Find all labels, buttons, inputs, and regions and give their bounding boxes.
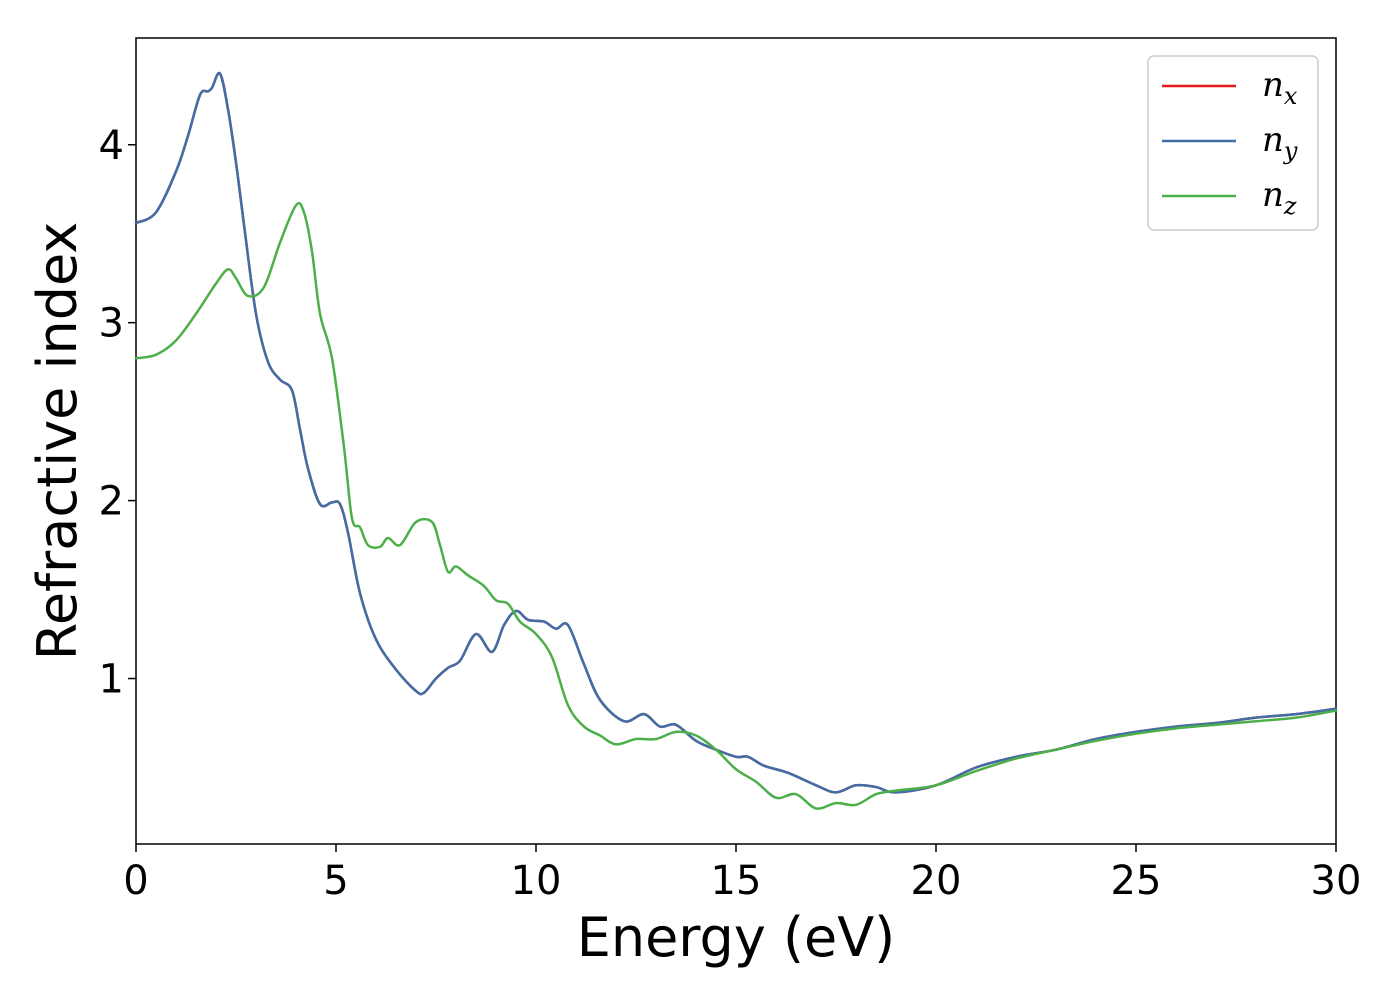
y-tick-label: 3 — [99, 301, 124, 347]
x-tick-label: 5 — [323, 858, 348, 904]
x-tick-label: 20 — [911, 858, 962, 904]
series-layer — [134, 71, 1338, 810]
y-tick-label: 1 — [99, 657, 124, 703]
series-line-nz — [134, 201, 1338, 810]
y-tick-label: 4 — [99, 123, 124, 169]
x-axis-label: Energy (eV) — [577, 906, 896, 969]
legend: nx ny nz — [1147, 55, 1319, 231]
legend-entry-ny: ny — [1262, 120, 1298, 165]
plot-frame — [135, 37, 1337, 845]
x-tick-label: 15 — [711, 858, 762, 904]
x-tick-label: 25 — [1111, 858, 1162, 904]
series-line-ny — [134, 71, 1338, 794]
legend-entry-nx: nx — [1262, 65, 1298, 110]
x-tick-label: 30 — [1311, 858, 1362, 904]
x-axis-ticks: 0 5 10 15 20 25 30 — [123, 844, 1361, 904]
y-axis-label: Refractive index — [26, 222, 89, 661]
x-tick-label: 10 — [511, 858, 562, 904]
legend-entry-nz: nz — [1262, 175, 1297, 220]
y-tick-label: 2 — [99, 479, 124, 525]
legend-box — [1147, 55, 1319, 231]
y-axis-ticks: 1 2 3 4 — [99, 123, 136, 703]
x-tick-label: 0 — [123, 858, 148, 904]
